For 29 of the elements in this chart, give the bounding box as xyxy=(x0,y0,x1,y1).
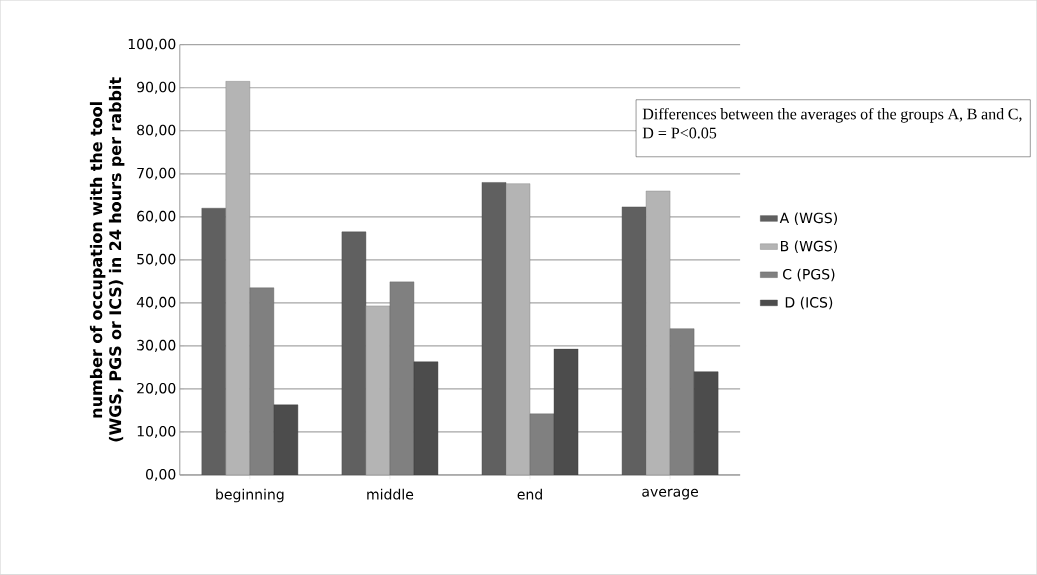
x-tick-label: middle xyxy=(367,488,414,500)
legend-label: A (WGS) xyxy=(779,212,837,226)
y-tick-label: 90,00 xyxy=(137,81,176,94)
y-tick-label: 70,00 xyxy=(137,167,176,180)
y-tick-label: 80,00 xyxy=(137,124,176,137)
x-tick-label: end xyxy=(517,488,542,500)
bar xyxy=(621,206,647,476)
bar xyxy=(693,371,719,476)
x-tick-label: beginning xyxy=(216,488,284,503)
annotation: Differences between the averages of the groups A, B and C, D = P<0.05 xyxy=(642,108,1022,139)
y-tick-label: 20,00 xyxy=(137,383,176,396)
legend-label: D (ICS) xyxy=(785,296,833,310)
bar xyxy=(413,361,439,476)
x-tick-label: average xyxy=(642,488,699,500)
y-tick-label: 50,00 xyxy=(137,253,176,266)
bar xyxy=(341,231,367,476)
bar xyxy=(481,182,507,476)
legend-label: B (WGS) xyxy=(781,240,838,254)
y-tick-label: 60,00 xyxy=(137,210,176,223)
y-axis-title: number of occupation with the tool (WGS, PGS or ICS) in 24 hours per rabbit xyxy=(89,77,125,442)
bar xyxy=(553,348,579,476)
y-tick-label: 100,00 xyxy=(128,38,176,51)
bar xyxy=(273,404,299,476)
bar xyxy=(201,208,227,476)
legend-label: C (PGS) xyxy=(783,268,835,282)
y-tick-label: 30,00 xyxy=(137,340,176,353)
y-tick-label: 10,00 xyxy=(137,426,176,439)
y-tick-label: 0,00 xyxy=(146,469,176,482)
y-tick-label: 40,00 xyxy=(136,296,176,310)
